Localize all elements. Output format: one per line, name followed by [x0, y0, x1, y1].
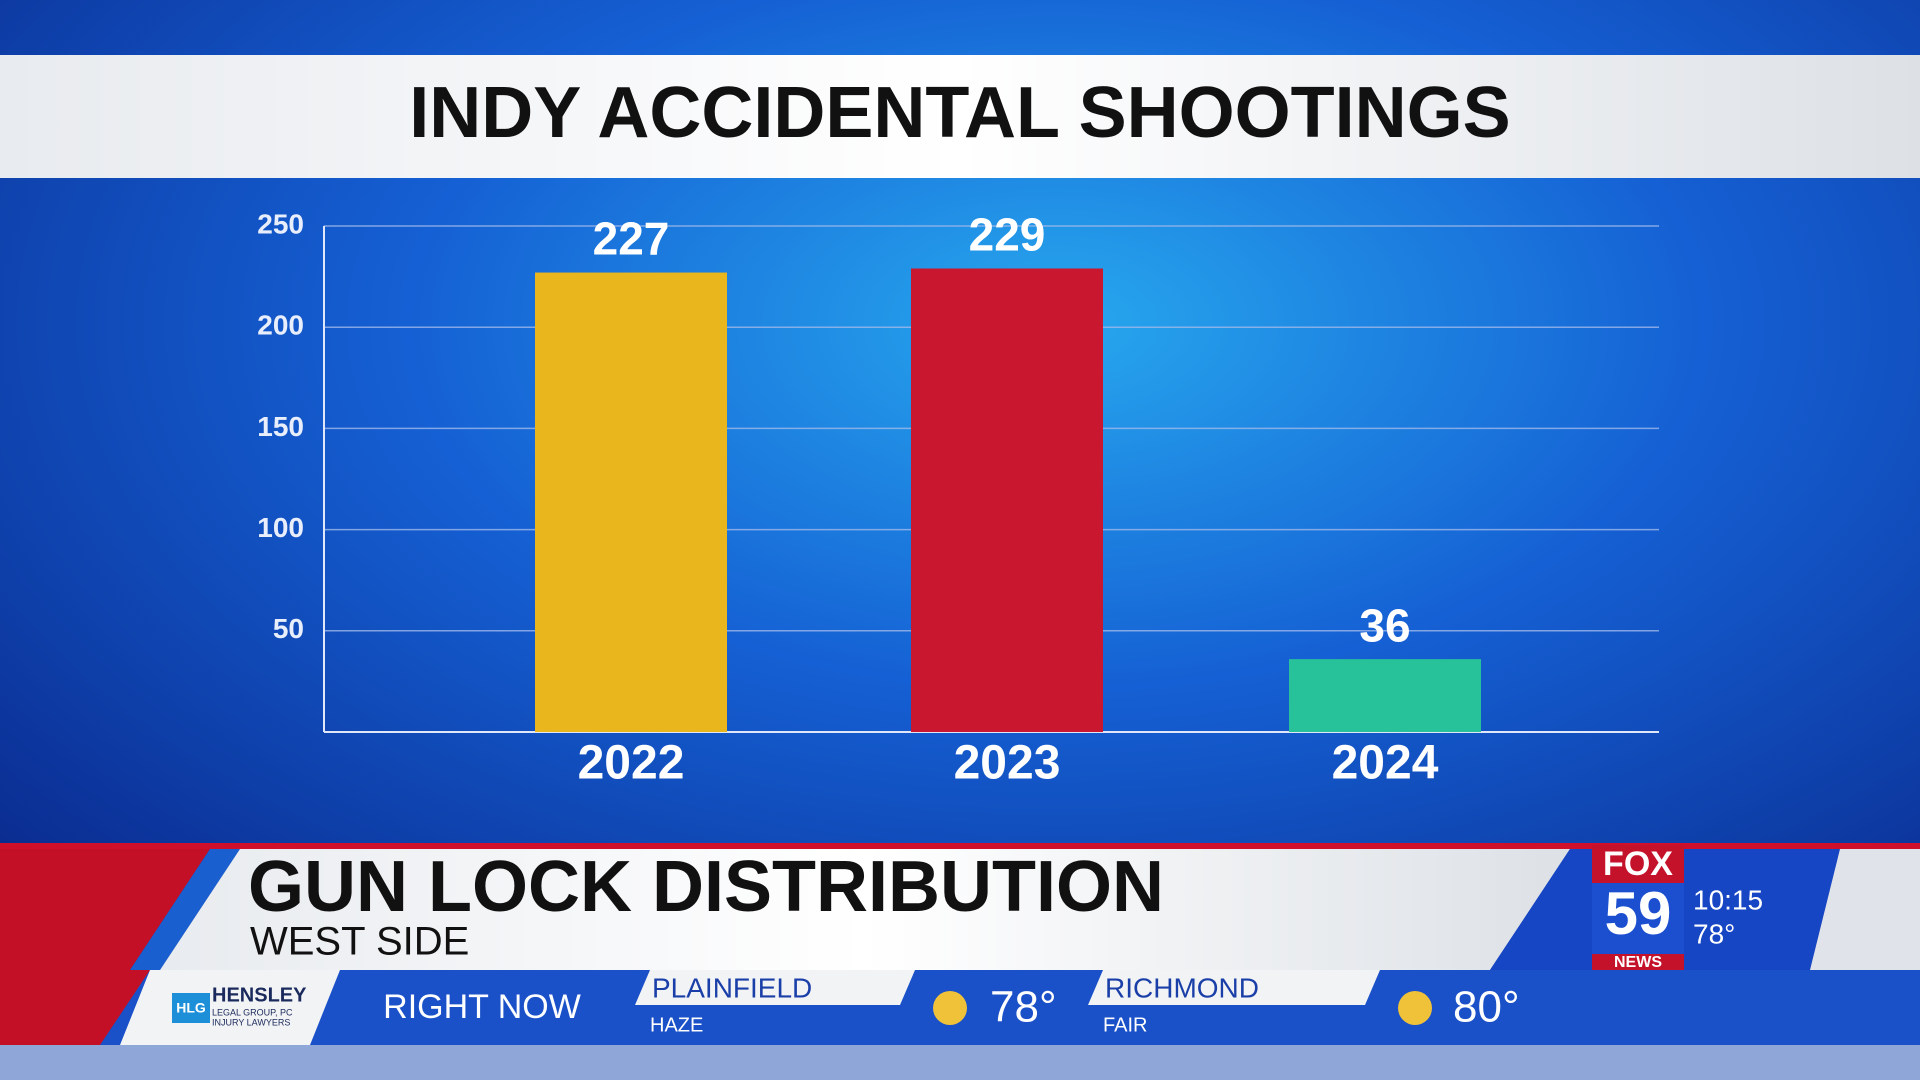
- sponsor-initials: HLG: [176, 1000, 206, 1016]
- blue-wedge: [130, 849, 240, 970]
- bottom-strip: [0, 1045, 1920, 1080]
- sponsor-name: HENSLEY: [212, 984, 307, 1006]
- y-tick-label: 150: [257, 411, 304, 442]
- value-label: 36: [1359, 599, 1410, 651]
- sponsor-box: [120, 970, 340, 1045]
- y-tick-label: 50: [273, 613, 304, 644]
- weather-icon: [1398, 991, 1432, 1025]
- station-edge: [1810, 849, 1920, 970]
- logo-top: [1592, 845, 1684, 883]
- city-name: RICHMOND: [1105, 972, 1259, 1003]
- x-tick-label: 2024: [1332, 737, 1439, 790]
- chart-title: INDY ACCIDENTAL SHOOTINGS: [409, 73, 1510, 153]
- value-label: 229: [969, 209, 1046, 261]
- title-band: [0, 55, 1920, 178]
- city-condition: HAZE: [650, 1014, 703, 1036]
- clock: 10:15: [1693, 884, 1763, 915]
- x-tick-label: 2023: [954, 737, 1061, 790]
- red-rule: [0, 843, 1920, 849]
- y-tick-label: 100: [257, 512, 304, 543]
- city-temp: 78°: [990, 983, 1057, 1032]
- ticker-label: RIGHT NOW: [383, 988, 581, 1026]
- city-box: [635, 970, 915, 1005]
- sponsor-line: LEGAL GROUP, PC: [212, 1007, 293, 1017]
- station-temp: 78°: [1693, 918, 1735, 949]
- bar: [1289, 659, 1481, 732]
- city-name: PLAINFIELD: [652, 972, 812, 1003]
- bar: [535, 272, 727, 732]
- subhead: WEST SIDE: [250, 920, 469, 964]
- ticker-red: [0, 970, 150, 1045]
- red-wedge: [0, 849, 210, 970]
- city-box: [1088, 970, 1380, 1005]
- city-temp: 80°: [1453, 983, 1520, 1032]
- x-tick-label: 2022: [578, 737, 685, 790]
- y-tick-label: 250: [257, 208, 304, 239]
- headline-band: [160, 849, 1570, 970]
- sponsor-line: INJURY LAWYERS: [212, 1017, 290, 1027]
- weather-icon: [933, 991, 967, 1025]
- logo-brand: FOX: [1603, 845, 1673, 883]
- logo-channel: 59: [1605, 880, 1672, 947]
- headline: GUN LOCK DISTRIBUTION: [248, 847, 1164, 927]
- value-label: 227: [593, 213, 670, 265]
- sponsor-icon: [172, 993, 210, 1023]
- bar: [911, 268, 1103, 732]
- logo-news: NEWS: [1614, 954, 1662, 971]
- plot: 50 100 150 200 250 227 2022 229 2023 36 2024: [257, 208, 1659, 790]
- logo-bottom: [1592, 954, 1684, 970]
- city-condition: FAIR: [1103, 1014, 1147, 1036]
- y-tick-label: 200: [257, 310, 304, 341]
